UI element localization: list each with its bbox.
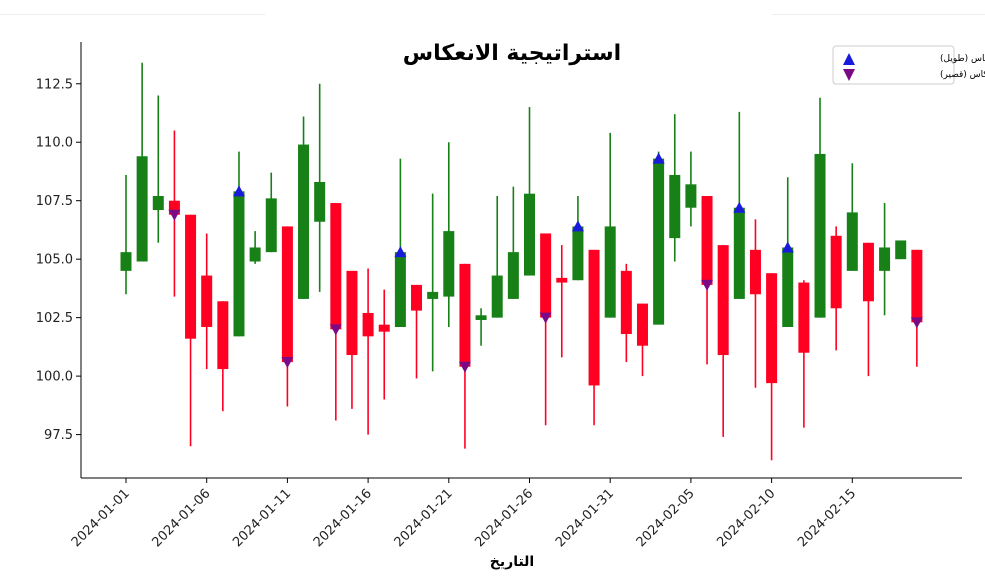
short-signal-marker xyxy=(281,357,294,369)
candles-layer xyxy=(120,62,923,461)
candle-body xyxy=(330,203,342,330)
candle-body xyxy=(846,212,858,271)
candle-body xyxy=(378,324,390,332)
x-tick-label: 2024-01-11 xyxy=(230,486,294,550)
y-tick-label: 110.0 xyxy=(36,136,73,151)
candle-body xyxy=(862,242,874,302)
long-signal-marker xyxy=(733,201,746,213)
candle-body xyxy=(265,198,277,253)
long-signal-marker xyxy=(394,246,407,258)
candle-body xyxy=(653,158,665,325)
long-signal-marker xyxy=(781,241,794,253)
candle-body xyxy=(185,214,197,339)
candle-body xyxy=(830,235,842,309)
candle-body xyxy=(733,207,745,299)
candle-body xyxy=(604,226,616,318)
short-signal-marker xyxy=(168,209,181,221)
x-tick-label: 2024-01-06 xyxy=(149,486,213,550)
short-signal-marker xyxy=(458,361,471,373)
candle-body xyxy=(588,249,600,386)
y-tick-label: 107.5 xyxy=(36,194,73,209)
short-signal-marker xyxy=(329,324,342,336)
candle-body xyxy=(281,226,293,363)
candle-body xyxy=(314,181,326,222)
top-separator-left xyxy=(0,14,265,15)
legend-long-marker-icon xyxy=(843,53,855,65)
candle-body xyxy=(120,252,132,271)
short-signal-marker xyxy=(910,317,923,329)
candle-body xyxy=(233,191,245,337)
x-axis-label: التاريخ xyxy=(490,554,534,570)
candle-body xyxy=(540,233,552,318)
candle-body xyxy=(798,282,810,353)
candle-body xyxy=(669,174,681,239)
candle-body xyxy=(620,270,632,335)
candle-body xyxy=(394,252,406,327)
candle-body xyxy=(362,312,374,337)
x-tick-label: 2024-01-16 xyxy=(311,486,375,550)
candle-body xyxy=(814,153,826,318)
long-signal-marker xyxy=(652,152,665,164)
long-signal-marker xyxy=(232,185,245,197)
candle-body xyxy=(427,291,439,299)
candle-body xyxy=(152,196,164,211)
x-tick-label: 2024-01-01 xyxy=(69,486,133,550)
candle-body xyxy=(749,249,761,295)
candle-body xyxy=(636,303,648,346)
candle-body xyxy=(782,247,794,327)
top-separator-right xyxy=(772,14,985,15)
y-tick-label: 100.0 xyxy=(36,370,73,385)
chart-title: استراتيجية الانعكاس xyxy=(403,41,621,66)
short-signal-marker xyxy=(701,279,714,291)
candle-body xyxy=(766,273,778,384)
candle-body xyxy=(217,301,229,370)
candle-body xyxy=(895,240,907,260)
legend-short-marker-icon xyxy=(843,69,855,81)
candle-body xyxy=(701,196,713,285)
short-signal-marker xyxy=(539,312,552,324)
candle-body xyxy=(507,252,519,299)
x-tick-label: 2024-02-15 xyxy=(795,486,859,550)
y-tick-label: 105.0 xyxy=(36,253,73,268)
x-tick-label: 2024-02-05 xyxy=(634,486,698,550)
candle-body xyxy=(459,263,471,367)
candle-body xyxy=(168,200,180,215)
x-axis: 2024-01-01 2024-01-06 2024-01-11 2024-01-16… xyxy=(69,478,859,550)
x-tick-label: 2024-02-10 xyxy=(714,486,778,550)
candle-body xyxy=(346,270,358,356)
y-tick-label: 97.5 xyxy=(44,428,73,443)
y-tick-label: 112.5 xyxy=(36,77,73,92)
candle-body xyxy=(411,284,423,311)
candle-body xyxy=(717,245,729,356)
candle-body xyxy=(491,275,503,318)
signal-markers-layer xyxy=(168,152,923,373)
candle-body xyxy=(911,249,923,323)
candle-body xyxy=(685,184,697,208)
long-signal-marker xyxy=(571,220,584,232)
candle-body xyxy=(524,193,535,276)
candle-body xyxy=(298,144,310,299)
candle-body xyxy=(249,247,261,262)
candle-body xyxy=(443,231,455,297)
candle-body xyxy=(475,315,487,320)
legend: الانعكاس (طويل) الانعكاس (قصير) xyxy=(832,45,985,85)
legend-box xyxy=(832,45,955,85)
legend-label-short: الانعكاس (قصير) xyxy=(940,70,985,80)
y-tick-label: 102.5 xyxy=(36,311,73,326)
candle-body xyxy=(201,275,213,327)
x-tick-label: 2024-01-21 xyxy=(392,486,456,550)
x-tick-label: 2024-01-31 xyxy=(553,486,617,550)
candle-body xyxy=(572,226,584,281)
candle-body xyxy=(136,156,148,262)
candle-body xyxy=(556,277,568,283)
y-axis: 97.5 100.0 102.5 105.0 107.5 110.0 112.5 xyxy=(36,77,81,443)
candle-body xyxy=(879,247,891,271)
legend-label-long: الانعكاس (طويل) xyxy=(940,54,985,64)
x-tick-label: 2024-01-26 xyxy=(472,486,536,550)
